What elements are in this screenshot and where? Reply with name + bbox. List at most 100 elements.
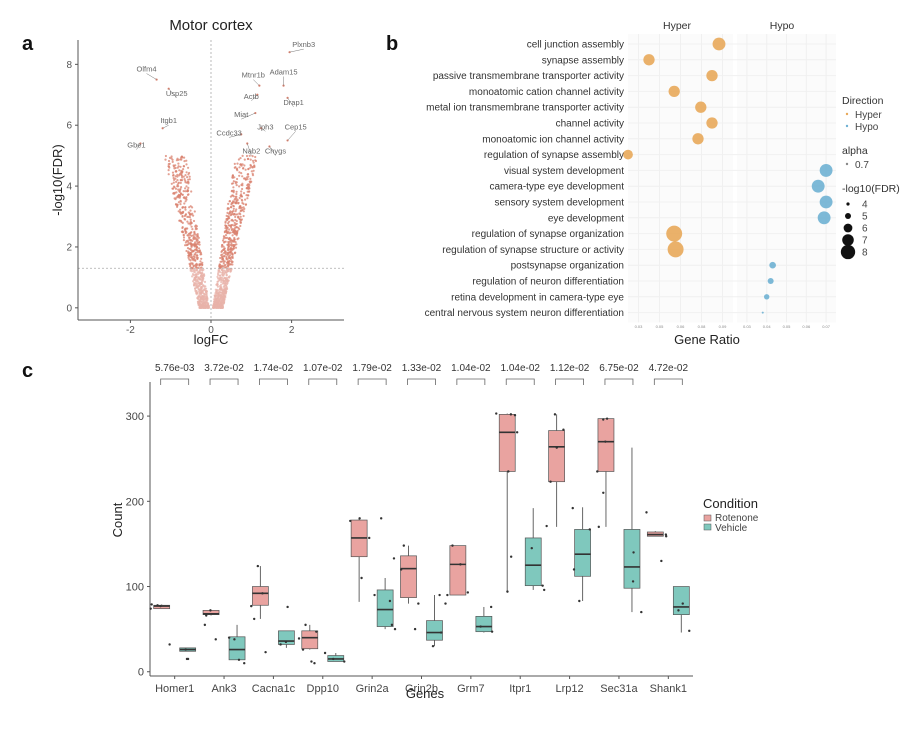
volcano-point [174, 164, 177, 167]
volcano-point [240, 172, 243, 175]
volcano-point [187, 181, 190, 184]
volcano-point [219, 256, 222, 260]
volcano-point [241, 184, 244, 187]
jitter-point [631, 580, 635, 583]
pvalue-label: 5.76e-03 [155, 363, 195, 374]
volcano-point [200, 257, 203, 260]
volcano-point [197, 247, 201, 250]
volcano-point [221, 239, 225, 242]
volcano-point [220, 250, 223, 253]
volcano-point [189, 231, 192, 234]
volcano-point [220, 283, 223, 286]
volcano-point [182, 236, 186, 239]
volcano-point [235, 219, 238, 223]
volcano-point [247, 167, 250, 170]
volcano-point [221, 273, 224, 276]
volcano-point [225, 229, 228, 232]
jitter-point [572, 568, 576, 571]
jitter-point [214, 638, 217, 641]
legend-size-label: 4 [862, 200, 868, 211]
x-tick-label-hyper: 0.09 [719, 324, 728, 329]
volcano-point [168, 162, 171, 165]
volcano-point [189, 209, 192, 212]
volcano-point [194, 259, 197, 262]
jitter-point [507, 470, 510, 473]
volcano-point [198, 264, 201, 267]
volcano-point [184, 187, 187, 190]
volcano-point [185, 163, 188, 166]
x-tick-label-hyper: 0.05 [656, 324, 665, 329]
volcano-point [241, 199, 244, 202]
volcano-point [196, 235, 199, 238]
go-grid [628, 34, 836, 323]
go-dot [819, 195, 833, 209]
volcano-point [174, 198, 177, 201]
volcano-gene-labels: Plxnb3 Olfm4 Usp25 Mtnr1b Adam15 Actb Drap1 Mia… [127, 40, 315, 156]
pvalue-label: 1.04e-02 [451, 363, 491, 374]
volcano-point [178, 190, 181, 193]
volcano-point [223, 282, 227, 285]
volcano-point [241, 175, 244, 178]
jitter-point [399, 568, 403, 571]
volcano-point [234, 210, 237, 213]
volcano-point [238, 196, 241, 200]
volcano-point [230, 241, 233, 244]
volcano-point [246, 157, 249, 161]
pvalue-bracket [160, 378, 190, 385]
volcano-point [237, 201, 240, 204]
volcano-point [235, 167, 239, 170]
jitter-point [515, 431, 519, 434]
gene-label-connector [289, 48, 304, 53]
volcano-point [217, 300, 220, 303]
volcano-point [179, 181, 182, 184]
jitter-point [479, 625, 482, 628]
volcano-point [204, 306, 207, 309]
legend-alpha-title: alpha [842, 145, 868, 157]
gene-label: Itgb1 [160, 116, 177, 125]
volcano-point [235, 201, 238, 204]
volcano-point [186, 176, 189, 179]
volcano-point [184, 174, 187, 177]
volcano-point [239, 194, 242, 197]
volcano-point [245, 154, 249, 158]
volcano-point [171, 171, 175, 174]
volcano-point [217, 270, 220, 273]
volcano-point [236, 162, 239, 165]
volcano-point [222, 288, 225, 291]
jitter-point [602, 491, 605, 494]
volcano-point [188, 236, 191, 239]
pvalue-label: 1.12e-02 [550, 363, 590, 374]
gene-label: Chygs [265, 147, 287, 156]
pvalue-bracket [407, 378, 436, 385]
volcano-point [243, 164, 246, 167]
volcano-point [232, 195, 235, 198]
volcano-point [177, 162, 180, 165]
volcano-point [233, 231, 236, 234]
y-tick-label: 0 [66, 303, 72, 314]
volcano-point [216, 288, 219, 291]
legend-hypo-label: Hypo [855, 122, 879, 133]
gene-label: Mtnr1b [242, 71, 265, 80]
volcano-point [223, 254, 226, 258]
y-tick-label: 0 [138, 667, 144, 679]
legend-vehicle-key [703, 523, 712, 531]
volcano-point [228, 220, 231, 223]
jitter-point [438, 593, 441, 597]
volcano-point [223, 251, 226, 255]
gene-label-connector [162, 124, 169, 129]
x-category-label: Cacna1c [252, 683, 296, 695]
volcano-point [221, 297, 224, 300]
volcano-point [187, 222, 190, 225]
legend-size-label: 5 [862, 212, 868, 223]
volcano-point [177, 188, 180, 191]
volcano-point [222, 248, 225, 251]
volcano-point [240, 190, 243, 193]
volcano-point [232, 245, 235, 248]
volcano-point [251, 172, 254, 175]
volcano-point [227, 202, 230, 205]
gene-label: Plxnb3 [292, 40, 315, 49]
volcano-point [227, 251, 230, 254]
volcano-point [231, 210, 234, 213]
volcano-point [223, 269, 226, 272]
volcano-point [185, 159, 188, 162]
